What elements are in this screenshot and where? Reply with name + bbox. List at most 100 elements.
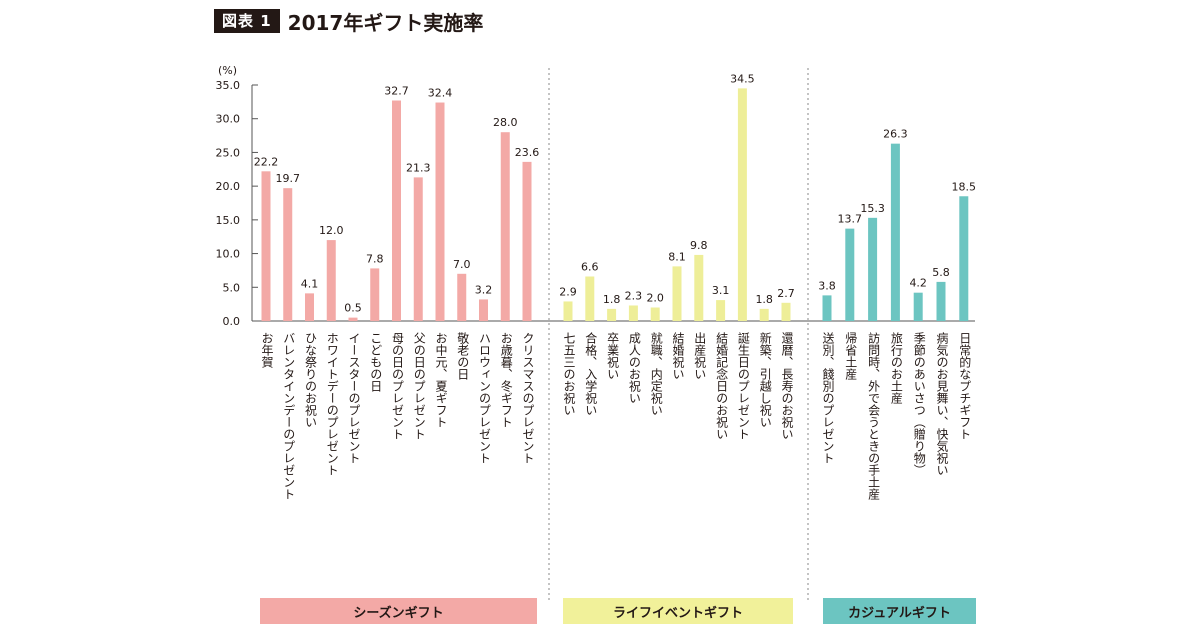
figure-tag: 図表 1 — [214, 9, 280, 33]
bar-value-label: 6.6 — [581, 260, 599, 273]
category-label: 還暦、長寿のお祝い — [780, 332, 794, 440]
bar-value-label: 2.7 — [777, 287, 795, 300]
bar-value-label: 21.3 — [406, 161, 431, 174]
bar — [305, 293, 314, 321]
category-label: お歳暮、冬ギフト — [499, 332, 514, 428]
group-legend-box: ライフイベントギフト — [563, 598, 793, 624]
category-label: 病気のお見舞い、快気祝い — [935, 332, 949, 476]
bar-value-label: 4.1 — [301, 277, 319, 290]
bar-value-label: 32.4 — [428, 87, 453, 100]
category-label: 帰省土産 — [843, 332, 858, 380]
category-label: 合格、入学祝い — [583, 332, 598, 416]
bar-value-label: 28.0 — [493, 116, 518, 129]
bar — [759, 308, 769, 321]
category-label: 卒業祝い — [605, 332, 620, 380]
bar — [737, 88, 747, 321]
bar-value-label: 7.8 — [366, 252, 384, 265]
category-label: 父の日のプレゼント — [412, 332, 427, 440]
category-label: 結婚記念日のお祝い — [714, 332, 729, 440]
bar-value-label: 7.0 — [453, 258, 471, 271]
bar — [913, 292, 923, 321]
y-tick-label: 30.0 — [216, 113, 241, 126]
category-label: クリスマスのプレゼント — [521, 332, 535, 464]
bar-value-label: 1.8 — [603, 293, 621, 306]
bar-value-label: 3.2 — [475, 283, 493, 296]
bar-value-label: 2.3 — [625, 289, 643, 302]
bar — [585, 276, 595, 321]
y-tick-label: 20.0 — [216, 180, 241, 193]
bar — [628, 305, 638, 321]
category-label: 七五三のお祝い — [562, 332, 576, 416]
category-label: 旅行のお土産 — [889, 332, 904, 404]
bar — [392, 100, 401, 321]
y-tick-label: 25.0 — [216, 146, 241, 159]
category-label: ひな祭りのお祝い — [303, 332, 318, 428]
bar-value-label: 34.5 — [730, 72, 755, 85]
bar-value-label: 22.2 — [254, 155, 279, 168]
bar — [650, 307, 660, 321]
category-label: イースターのプレゼント — [347, 332, 361, 464]
bar-value-label: 8.1 — [668, 250, 686, 263]
bar — [890, 143, 900, 321]
bar-value-label: 15.3 — [860, 202, 885, 215]
bar-value-label: 3.8 — [818, 279, 836, 292]
category-label: 訪問時、外で会うときの手土産 — [866, 332, 881, 500]
bar — [672, 266, 682, 321]
bar-value-label: 32.7 — [384, 85, 409, 98]
category-label: 結婚祝い — [671, 332, 685, 380]
figure-title: 2017年ギフト実施率 — [287, 10, 484, 35]
figure-title-block: 図表 1 2017年ギフト実施率 — [214, 8, 484, 35]
category-label: こどもの日 — [368, 332, 383, 392]
bar — [607, 308, 617, 321]
bar — [500, 132, 510, 321]
category-label: 母の日のプレゼント — [390, 332, 405, 440]
bar-value-label: 5.8 — [932, 266, 950, 279]
bar-value-label: 2.0 — [646, 292, 664, 305]
category-label: 新築、引越し祝い — [758, 332, 773, 428]
bar — [959, 196, 969, 321]
y-tick-label: 15.0 — [216, 214, 241, 227]
category-label: 出産祝い — [692, 332, 707, 380]
bar — [694, 254, 704, 321]
category-label: ホワイトデーのプレゼント — [325, 332, 340, 476]
y-tick-label: 0.0 — [223, 315, 241, 328]
category-label: お中元、夏ギフト — [434, 332, 448, 428]
bar-value-label: 2.9 — [559, 285, 577, 298]
bar — [479, 299, 488, 321]
category-label: 敬老の日 — [455, 332, 470, 380]
bar — [522, 161, 532, 321]
category-label: 日常的なプチギフト — [957, 332, 972, 440]
bar-value-label: 4.2 — [909, 277, 927, 290]
bar — [348, 317, 358, 321]
bar — [435, 102, 445, 321]
group-legend-box: カジュアルギフト — [823, 598, 976, 624]
category-label: 送別、餞別のプレゼント — [821, 332, 835, 464]
bar — [261, 171, 271, 321]
group-legend-box: シーズンギフト — [260, 598, 537, 624]
y-tick-label: 35.0 — [216, 79, 241, 92]
category-label: お年賀 — [260, 332, 274, 368]
bar — [283, 188, 293, 321]
bar — [563, 301, 573, 321]
bar-value-label: 19.7 — [276, 172, 301, 185]
bar — [326, 240, 336, 321]
bar-value-label: 13.7 — [838, 213, 863, 226]
bar — [457, 273, 467, 321]
category-label: 成人のお祝い — [627, 332, 642, 404]
bar — [822, 295, 832, 321]
category-label: 就職、内定祝い — [649, 332, 664, 416]
category-label: 誕生日のプレゼント — [736, 332, 751, 440]
bar — [781, 302, 791, 321]
bar — [370, 268, 380, 321]
bar-value-label: 12.0 — [319, 224, 344, 237]
bar-value-label: 1.8 — [755, 293, 773, 306]
category-label: 季節のあいさつ（贈り物） — [912, 332, 927, 476]
bar-value-label: 26.3 — [883, 128, 908, 141]
bar — [716, 300, 726, 321]
y-axis-unit-label: (%) — [218, 64, 237, 77]
bar-value-label: 9.8 — [690, 239, 708, 252]
bar-value-label: 3.1 — [712, 284, 730, 297]
category-label: バレンタインデーのプレゼント — [281, 332, 296, 500]
y-tick-label: 5.0 — [223, 281, 241, 294]
